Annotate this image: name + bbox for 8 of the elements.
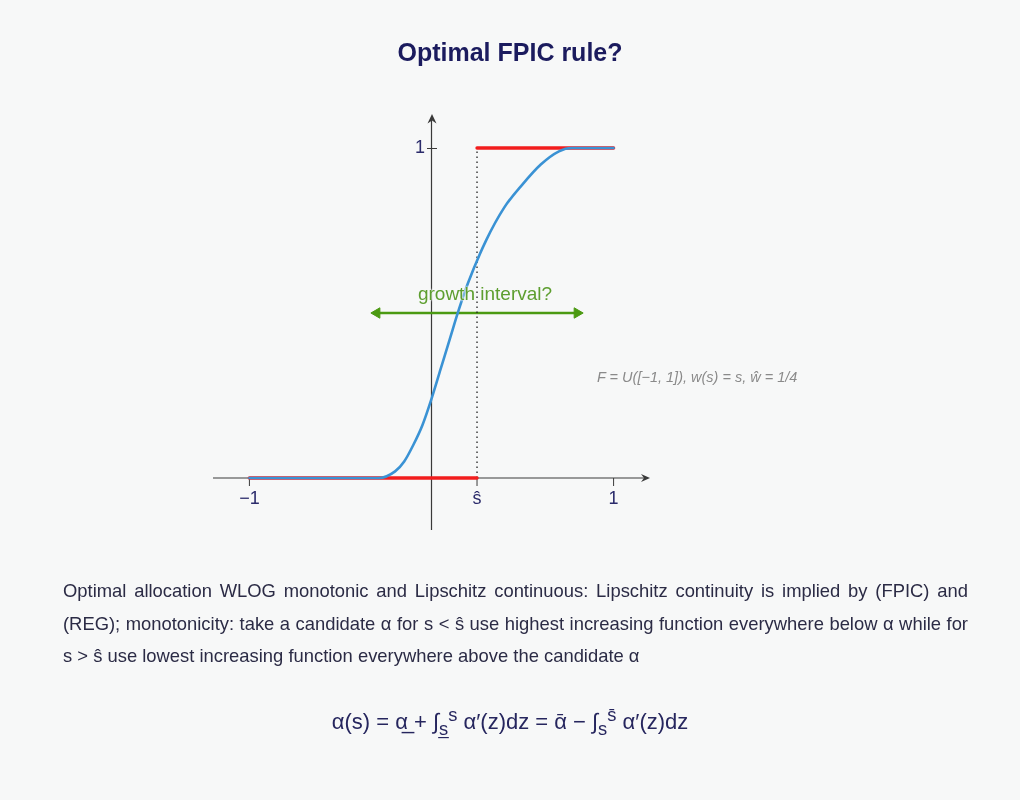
x-tick-label: −1 bbox=[239, 487, 260, 508]
annotation: 1 bbox=[414, 137, 425, 157]
text: α(s) = α̲ + ∫$_{s̲}$$^{s}$ α′(z)dz = ᾱ − ∫$_{s}$$^{s̄}$ α′(z)dz bbox=[330, 704, 690, 740]
annotation: F = U([−1, 1]), w(s) = s, ŵ = 1/4 bbox=[597, 369, 798, 385]
chart-title: Optimal FPIC rule? bbox=[396, 38, 624, 67]
x-tick-label: ŝ bbox=[472, 487, 482, 508]
x-tick-label: 1 bbox=[608, 487, 619, 508]
text: Optimal allocation WLOG monotonic and Lipschitz continuous: Lipschitz continuity is implied by (FPIC) and (REG); monotonicity: take a candidate α for s < ŝ use highest increasing function everywhere below α while for s > ŝ use lowest increasing function everywhere above the candidate α bbox=[63, 579, 968, 668]
